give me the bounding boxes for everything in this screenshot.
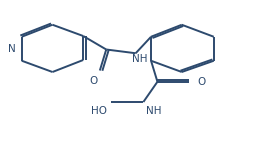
Text: O: O xyxy=(198,77,206,87)
Text: NH: NH xyxy=(146,106,161,116)
Text: N: N xyxy=(8,45,16,54)
Text: HO: HO xyxy=(91,106,106,116)
Text: NH: NH xyxy=(132,54,147,63)
Text: O: O xyxy=(89,76,98,86)
